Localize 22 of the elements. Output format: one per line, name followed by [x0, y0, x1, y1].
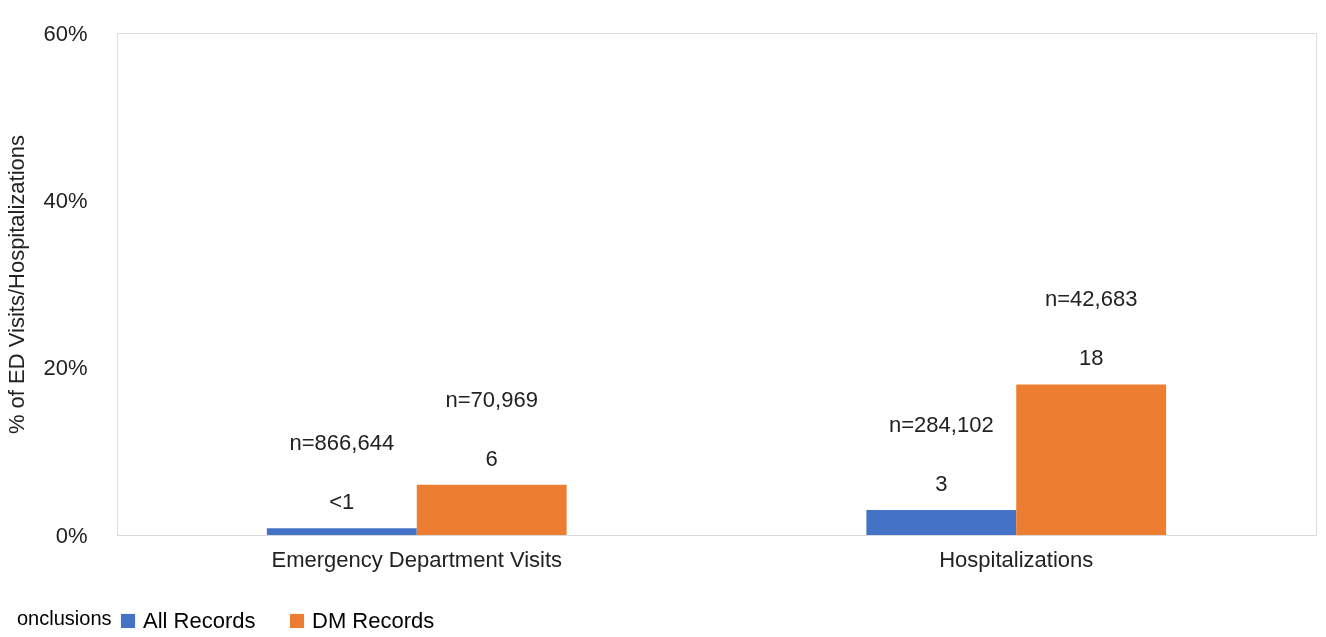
annotation: n=284,102: [889, 411, 994, 437]
bar: [866, 509, 1017, 535]
data-label: 18: [1078, 345, 1104, 371]
annotation: n=42,683: [1045, 286, 1138, 312]
annotation: n=70,969: [445, 386, 538, 412]
y-tick-label: 60%: [43, 20, 88, 46]
y-axis-title: % of ED Visits/Hospitalizations: [4, 134, 30, 435]
data-label: <1: [329, 489, 355, 515]
bar: [1016, 384, 1167, 535]
bar: [266, 528, 417, 535]
data-label: 6: [485, 445, 498, 471]
x-tick-label: Hospitalizations: [939, 546, 1094, 572]
y-tick-label: 0%: [55, 522, 88, 548]
legend-label: DM Records: [312, 608, 435, 633]
text: onclusions: [17, 607, 112, 629]
bar: [416, 484, 567, 535]
legend-label: All Records: [143, 608, 256, 633]
x-tick-label: Emergency Department Visits: [271, 546, 563, 572]
data-label: 3: [935, 470, 948, 496]
y-tick-label: 40%: [43, 187, 88, 213]
annotation: n=866,644: [289, 430, 395, 456]
y-tick-label: 20%: [43, 355, 88, 381]
